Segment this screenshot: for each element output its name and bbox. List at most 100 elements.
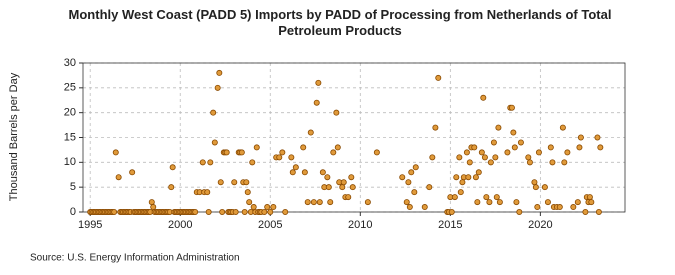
source-note: Source: U.S. Energy Information Administ… <box>30 253 240 264</box>
data-point <box>511 144 518 151</box>
data-point <box>243 179 250 186</box>
plot-frame <box>82 62 626 213</box>
data-point <box>192 208 199 215</box>
data-point <box>406 204 413 211</box>
data-point <box>111 208 118 215</box>
y-tick-label: 30 <box>64 57 76 69</box>
data-point <box>276 154 283 161</box>
data-point <box>168 184 175 191</box>
data-point <box>310 199 317 206</box>
data-point <box>267 208 274 215</box>
x-tick-label: 2010 <box>348 219 372 231</box>
data-point <box>526 159 533 166</box>
data-point <box>493 194 500 201</box>
data-point <box>223 149 230 156</box>
data-point <box>588 199 595 206</box>
data-point <box>541 184 548 191</box>
data-point <box>279 149 286 156</box>
data-point <box>289 169 296 176</box>
data-point <box>544 199 551 206</box>
y-tick-label: 5 <box>70 181 76 193</box>
data-point <box>463 149 470 156</box>
data-point <box>241 208 248 215</box>
data-point <box>432 124 439 131</box>
data-point <box>574 199 581 206</box>
data-point <box>211 139 218 146</box>
data-point <box>510 129 517 136</box>
data-point <box>513 199 520 206</box>
data-point <box>150 204 157 211</box>
data-point <box>129 169 136 176</box>
data-point <box>313 99 320 106</box>
data-point <box>330 149 337 156</box>
data-point <box>408 169 415 176</box>
x-tick-label: 2005 <box>258 219 282 231</box>
data-point <box>249 159 256 166</box>
data-point <box>556 204 563 211</box>
data-point <box>307 129 314 136</box>
data-point <box>364 199 371 206</box>
data-point <box>549 159 556 166</box>
data-point <box>231 179 238 186</box>
data-point <box>216 69 223 76</box>
data-point <box>547 144 554 151</box>
y-tick-label: 10 <box>64 156 76 168</box>
data-point <box>429 154 436 161</box>
data-point <box>292 164 299 171</box>
y-tick-label: 25 <box>64 82 76 94</box>
data-point <box>315 79 322 86</box>
data-point <box>466 159 473 166</box>
data-point <box>483 194 490 201</box>
data-point <box>487 159 494 166</box>
data-point <box>250 204 257 211</box>
data-point <box>112 149 119 156</box>
data-point <box>373 149 380 156</box>
data-point <box>169 164 176 171</box>
data-point <box>264 204 271 211</box>
data-point <box>405 179 412 186</box>
data-point <box>492 154 499 161</box>
data-point <box>594 134 601 141</box>
data-point <box>288 154 295 161</box>
data-point <box>334 144 341 151</box>
data-point <box>475 169 482 176</box>
data-point <box>349 184 356 191</box>
x-tick-label: 2015 <box>438 219 462 231</box>
data-point <box>508 104 515 111</box>
data-point <box>300 144 307 151</box>
data-point <box>333 109 340 116</box>
data-point <box>207 159 214 166</box>
x-tick-label: 2000 <box>168 219 192 231</box>
y-tick-label: 0 <box>70 206 76 218</box>
data-point <box>214 84 221 91</box>
data-point <box>474 199 481 206</box>
data-point <box>421 204 428 211</box>
data-point <box>597 144 604 151</box>
data-point <box>324 174 331 181</box>
data-point <box>577 134 584 141</box>
data-point <box>582 208 589 215</box>
y-tick-label: 15 <box>64 131 76 143</box>
data-point <box>115 174 122 181</box>
data-point <box>576 144 583 151</box>
data-point <box>217 179 224 186</box>
data-point <box>486 199 493 206</box>
data-point <box>238 149 245 156</box>
y-axis-label: Thousand Barrels per Day <box>8 72 20 201</box>
data-point <box>411 189 418 196</box>
data-point <box>403 199 410 206</box>
data-point <box>246 199 253 206</box>
data-point <box>456 154 463 161</box>
data-point <box>348 174 355 181</box>
data-point <box>525 154 532 161</box>
data-point <box>496 199 503 206</box>
data-point <box>199 159 206 166</box>
data-point <box>504 149 511 156</box>
data-point <box>453 174 460 181</box>
data-point <box>448 208 455 215</box>
data-point <box>319 169 326 176</box>
data-point <box>339 184 346 191</box>
data-point <box>232 208 239 215</box>
data-point <box>534 204 541 211</box>
